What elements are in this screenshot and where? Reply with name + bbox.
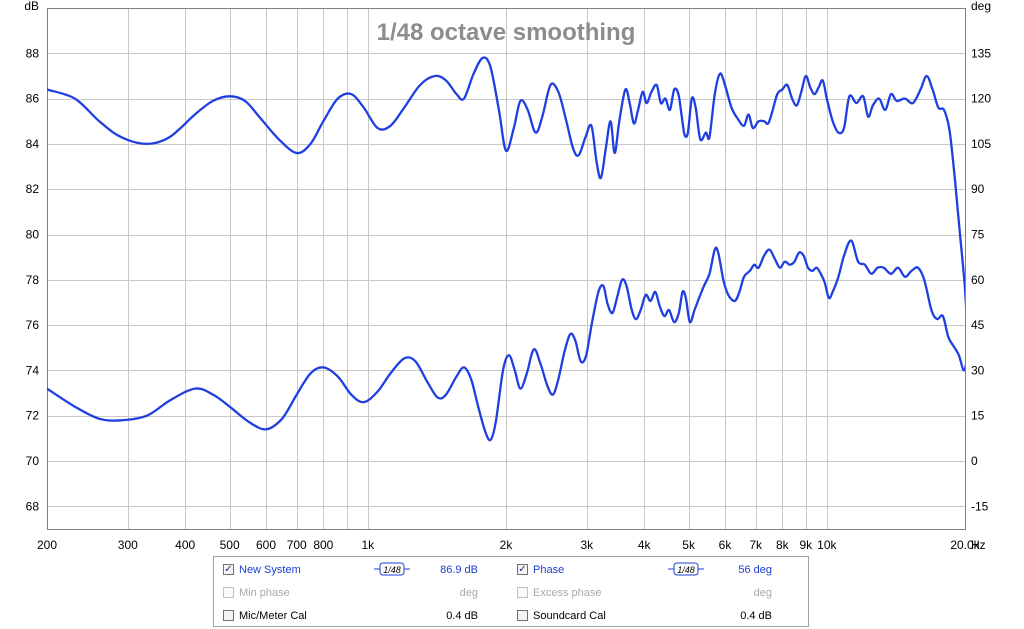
- y-tick-label: 74: [26, 363, 40, 377]
- chart-title: 1/48 octave smoothing: [377, 19, 636, 46]
- x-tick-label: 6k: [719, 538, 733, 552]
- excess-phase-label: Excess phase: [533, 587, 602, 599]
- y-tick-label: 68: [26, 499, 40, 513]
- x-tick-label: 4k: [638, 538, 652, 552]
- y2-tick-label: 120: [971, 92, 991, 106]
- left-axis-unit: dB: [24, 0, 39, 13]
- y-tick-label: 72: [26, 409, 40, 423]
- y2-tick-label: 105: [971, 137, 991, 151]
- y-tick-label: 82: [26, 182, 40, 196]
- y-tick-label: 80: [26, 228, 40, 242]
- x-tick-label: 7k: [749, 538, 763, 552]
- y2-tick-label: 135: [971, 46, 991, 60]
- y-tick-label: 84: [26, 137, 40, 151]
- y-tick-label: 86: [26, 92, 40, 106]
- y2-tick-label: 15: [971, 409, 985, 423]
- x-tick-label: 700: [287, 538, 307, 552]
- x-tick-label: 20.0k: [950, 538, 980, 552]
- x-tick-label: 10k: [817, 538, 837, 552]
- phase-label: Phase: [533, 564, 565, 576]
- phase-value: 56 deg: [738, 564, 772, 576]
- y2-tick-label: 0: [971, 454, 978, 468]
- x-tick-label: 9k: [799, 538, 813, 552]
- y-tick-label: 76: [26, 318, 40, 332]
- min-phase-checkbox[interactable]: [223, 587, 234, 598]
- x-tick-label: 500: [220, 538, 240, 552]
- y2-tick-label: 60: [971, 273, 985, 287]
- x-tick-label: 8k: [776, 538, 790, 552]
- y-tick-label: 88: [26, 46, 40, 60]
- new-system-label: New System: [239, 564, 301, 576]
- x-tick-label: 200: [37, 538, 57, 552]
- new-system-value: 86.9 dB: [440, 564, 478, 576]
- plot-frame: [47, 8, 966, 530]
- legend-panel: ✓ New System 1/48 86.9 dB ✓ Phase 1/48 5…: [213, 556, 809, 627]
- right-axis-unit: deg: [971, 0, 991, 13]
- y2-tick-label: 45: [971, 318, 985, 332]
- y2-tick-label: 90: [971, 182, 985, 196]
- smoothing-label-right: 1/48: [677, 565, 695, 575]
- x-tick-label: 800: [313, 538, 333, 552]
- legend-row-phase-options: Min phase deg Excess phase deg: [214, 585, 808, 603]
- min-phase-label: Min phase: [239, 587, 290, 599]
- y-tick-label: 78: [26, 273, 40, 287]
- x-tick-label: 300: [118, 538, 138, 552]
- soundcard-cal-value: 0.4 dB: [740, 610, 772, 622]
- y2-tick-label: -15: [971, 499, 989, 513]
- x-tick-label: 2k: [500, 538, 514, 552]
- x-tick-label: 3k: [580, 538, 594, 552]
- excess-phase-checkbox[interactable]: [517, 587, 528, 598]
- y-tick-label: 70: [26, 454, 40, 468]
- mic-meter-cal-checkbox[interactable]: [223, 610, 234, 621]
- new-system-checkbox[interactable]: ✓: [223, 564, 234, 575]
- smoothing-selector-right[interactable]: 1/48: [668, 562, 704, 576]
- legend-row-primary: ✓ New System 1/48 86.9 dB ✓ Phase 1/48 5…: [214, 562, 808, 580]
- y2-tick-label: 75: [971, 228, 985, 242]
- series-line-phase: [47, 239, 965, 442]
- min-phase-value: deg: [459, 587, 478, 599]
- soundcard-cal-label: Soundcard Cal: [533, 610, 606, 622]
- smoothing-label-left: 1/48: [383, 565, 401, 575]
- legend-row-calibration: Mic/Meter Cal 0.4 dB Soundcard Cal 0.4 d…: [214, 608, 808, 626]
- x-tick-label: 600: [256, 538, 276, 552]
- mic-meter-cal-value: 0.4 dB: [446, 610, 478, 622]
- smoothing-selector-left[interactable]: 1/48: [374, 562, 410, 576]
- x-tick-label: 400: [175, 538, 195, 552]
- x-axis-unit: Hz: [971, 538, 986, 552]
- phase-checkbox[interactable]: ✓: [517, 564, 528, 575]
- frequency-response-chart: 68 70 72 74 76 78 80 82 84 86 88 -15 0 15 30 45 60 75 90 10…: [24, 0, 991, 552]
- x-tick-label: 1k: [361, 538, 375, 552]
- excess-phase-value: deg: [753, 587, 772, 599]
- mic-meter-cal-label: Mic/Meter Cal: [239, 610, 307, 622]
- series-line-new-system: [47, 56, 965, 308]
- y2-tick-label: 30: [971, 363, 985, 377]
- x-tick-label: 5k: [682, 538, 696, 552]
- soundcard-cal-checkbox[interactable]: [517, 610, 528, 621]
